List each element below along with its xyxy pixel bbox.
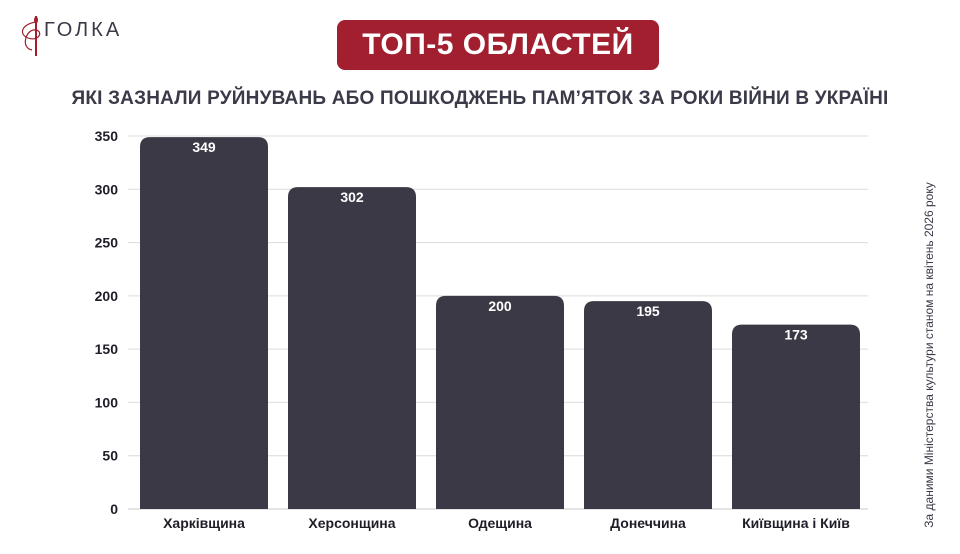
needle-thread-icon bbox=[21, 16, 41, 56]
bar bbox=[732, 324, 860, 509]
bar bbox=[436, 295, 564, 509]
bar-value-label: 349 bbox=[192, 139, 216, 155]
bar bbox=[288, 187, 416, 509]
y-tick-label: 50 bbox=[102, 448, 118, 464]
y-tick-label: 350 bbox=[95, 128, 119, 144]
x-category-label: Київщина і Київ bbox=[742, 515, 850, 531]
x-category-label: Харківщина bbox=[163, 515, 245, 531]
x-category-label: Одещина bbox=[468, 515, 532, 531]
chart-subtitle: ЯКІ ЗАЗНАЛИ РУЙНУВАНЬ АБО ПОШКОДЖЕНЬ ПАМ… bbox=[71, 88, 889, 109]
y-tick-label: 300 bbox=[95, 181, 119, 197]
y-tick-label: 200 bbox=[95, 288, 119, 304]
y-tick-label: 100 bbox=[95, 394, 119, 410]
logo-text[interactable]: ГОЛКА bbox=[44, 19, 123, 41]
y-tick-label: 250 bbox=[95, 235, 119, 251]
y-tick-label: 0 bbox=[110, 501, 118, 517]
bar bbox=[584, 301, 712, 509]
x-category-label: Донеччина bbox=[610, 515, 686, 531]
bar-value-label: 173 bbox=[784, 327, 808, 343]
bar bbox=[140, 137, 268, 509]
x-category-label: Херсонщина bbox=[308, 515, 395, 531]
y-tick-label: 150 bbox=[95, 341, 119, 357]
bar-value-label: 302 bbox=[340, 189, 364, 205]
bar-value-label: 200 bbox=[488, 298, 512, 314]
chart-title-badge: ТОП-5 ОБЛАСТЕЙ bbox=[337, 20, 659, 70]
bar-value-label: 195 bbox=[636, 303, 660, 319]
